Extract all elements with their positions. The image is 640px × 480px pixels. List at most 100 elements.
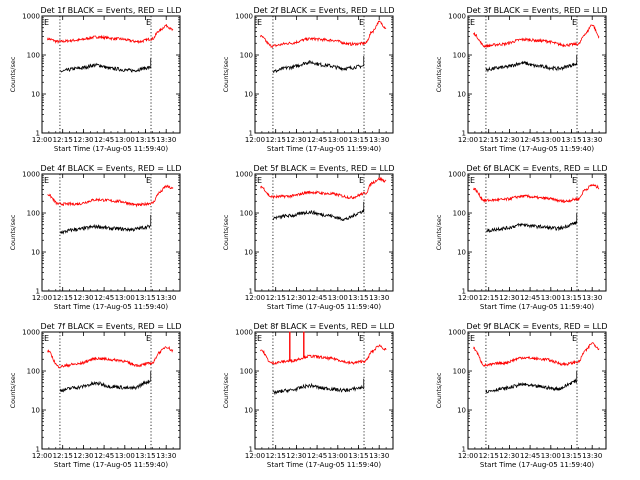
- x-tick-label: 12:00: [32, 136, 52, 144]
- y-tick-label: 1: [249, 130, 253, 138]
- x-tick-label: 13:00: [115, 452, 135, 460]
- y-tick-label: 100: [240, 52, 253, 60]
- x-tick-label: 12:00: [32, 452, 52, 460]
- x-tick-label: 13:30: [156, 294, 176, 302]
- marker-left: E: [257, 176, 262, 185]
- marker-right: E: [146, 334, 151, 343]
- x-tick-label: 12:00: [245, 136, 265, 144]
- series-lld-line: [260, 176, 387, 200]
- x-tick-label: 13:30: [156, 452, 176, 460]
- x-axis-label: Start Time (17-Aug-05 11:59:40): [480, 303, 594, 311]
- series-lld-line: [260, 331, 387, 366]
- x-tick-label: 12:00: [458, 452, 478, 460]
- x-tick-label: 12:30: [499, 452, 519, 460]
- y-tick-label: 10: [244, 91, 253, 99]
- x-tick-label: 12:45: [94, 136, 114, 144]
- y-axis-label: Counts/sec: [9, 56, 17, 92]
- plot-frame: [254, 173, 394, 292]
- y-axis-label: Counts/sec: [222, 56, 230, 92]
- series-events-line: [272, 60, 365, 73]
- y-axis-label: Counts/sec: [222, 372, 230, 408]
- x-tick-label: 12:45: [307, 452, 327, 460]
- y-tick-label: 10: [457, 249, 466, 257]
- panel-title: Det 8f BLACK = Events, RED = LLD: [253, 322, 394, 331]
- y-tick-label: 10: [244, 249, 253, 257]
- x-tick-label: 12:00: [245, 452, 265, 460]
- marker-left: E: [257, 18, 262, 27]
- marker-right: E: [359, 18, 364, 27]
- series-lld-line: [473, 24, 600, 49]
- y-tick-label: 1: [249, 446, 253, 454]
- x-axis-label: Start Time (17-Aug-05 11:59:40): [54, 145, 168, 153]
- y-axis-label: Counts/sec: [435, 56, 443, 92]
- y-tick-label: 10: [31, 91, 40, 99]
- x-tick-label: 13:15: [348, 294, 368, 302]
- y-tick-label: 1000: [448, 13, 466, 21]
- x-tick-label: 13:15: [135, 294, 155, 302]
- y-tick-label: 1000: [22, 171, 40, 179]
- x-tick-label: 13:15: [348, 452, 368, 460]
- marker-right: E: [146, 18, 151, 27]
- series-events-line: [272, 382, 365, 396]
- x-tick-label: 12:45: [520, 136, 540, 144]
- x-tick-label: 13:00: [541, 136, 561, 144]
- y-tick-label: 100: [240, 210, 253, 218]
- panel-title: Det 9f BLACK = Events, RED = LLD: [466, 322, 607, 331]
- x-tick-label: 12:45: [94, 452, 114, 460]
- y-tick-label: 100: [240, 368, 253, 376]
- y-tick-label: 10: [457, 407, 466, 415]
- x-axis-label: Start Time (17-Aug-05 11:59:40): [54, 461, 168, 469]
- plot-frame: [254, 15, 394, 134]
- y-tick-label: 100: [27, 52, 40, 60]
- marker-left: E: [257, 334, 262, 343]
- series-events-line: [272, 208, 365, 222]
- y-tick-label: 1: [462, 288, 466, 296]
- panel-det-3: Det 3f BLACK = Events, RED = LLD 1 10 100 10…: [435, 6, 608, 153]
- x-tick-label: 13:15: [135, 452, 155, 460]
- marker-right: E: [146, 176, 151, 185]
- series-lld-line: [47, 184, 174, 208]
- x-tick-label: 12:00: [458, 294, 478, 302]
- x-tick-label: 12:15: [53, 294, 73, 302]
- series-lld-line: [473, 183, 600, 204]
- y-tick-label: 1000: [448, 329, 466, 337]
- series-lld-line: [47, 24, 174, 44]
- y-tick-label: 1000: [235, 13, 253, 21]
- x-tick-label: 12:30: [73, 136, 93, 144]
- x-tick-label: 12:30: [73, 452, 93, 460]
- y-tick-label: 10: [31, 407, 40, 415]
- x-tick-label: 13:00: [115, 136, 135, 144]
- marker-left: E: [44, 176, 49, 185]
- x-tick-label: 12:30: [286, 136, 306, 144]
- y-tick-label: 100: [453, 368, 466, 376]
- x-tick-label: 12:45: [520, 294, 540, 302]
- x-tick-label: 13:15: [135, 136, 155, 144]
- x-tick-label: 13:00: [541, 294, 561, 302]
- x-tick-label: 12:30: [286, 452, 306, 460]
- x-tick-label: 13:00: [541, 452, 561, 460]
- series-events-line: [485, 220, 578, 233]
- y-axis-label: Counts/sec: [435, 214, 443, 250]
- y-tick-label: 1000: [448, 171, 466, 179]
- marker-right: E: [359, 176, 364, 185]
- x-tick-label: 12:15: [53, 452, 73, 460]
- x-axis-label: Start Time (17-Aug-05 11:59:40): [267, 461, 381, 469]
- y-tick-label: 1: [36, 446, 40, 454]
- x-tick-label: 13:00: [328, 136, 348, 144]
- y-tick-label: 1000: [235, 329, 253, 337]
- marker-right: E: [572, 334, 577, 343]
- marker-left: E: [470, 334, 475, 343]
- x-tick-label: 13:30: [582, 294, 602, 302]
- series-lld-line: [473, 342, 600, 368]
- x-tick-label: 13:30: [369, 294, 389, 302]
- y-tick-label: 1: [36, 130, 40, 138]
- x-axis-label: Start Time (17-Aug-05 11:59:40): [480, 461, 594, 469]
- x-tick-label: 12:30: [73, 294, 93, 302]
- series-events-line: [59, 223, 151, 235]
- y-tick-label: 100: [27, 368, 40, 376]
- x-tick-label: 13:30: [582, 452, 602, 460]
- y-axis-label: Counts/sec: [9, 214, 17, 250]
- panel-title: Det 7f BLACK = Events, RED = LLD: [40, 322, 181, 331]
- series-lld-line: [47, 345, 174, 369]
